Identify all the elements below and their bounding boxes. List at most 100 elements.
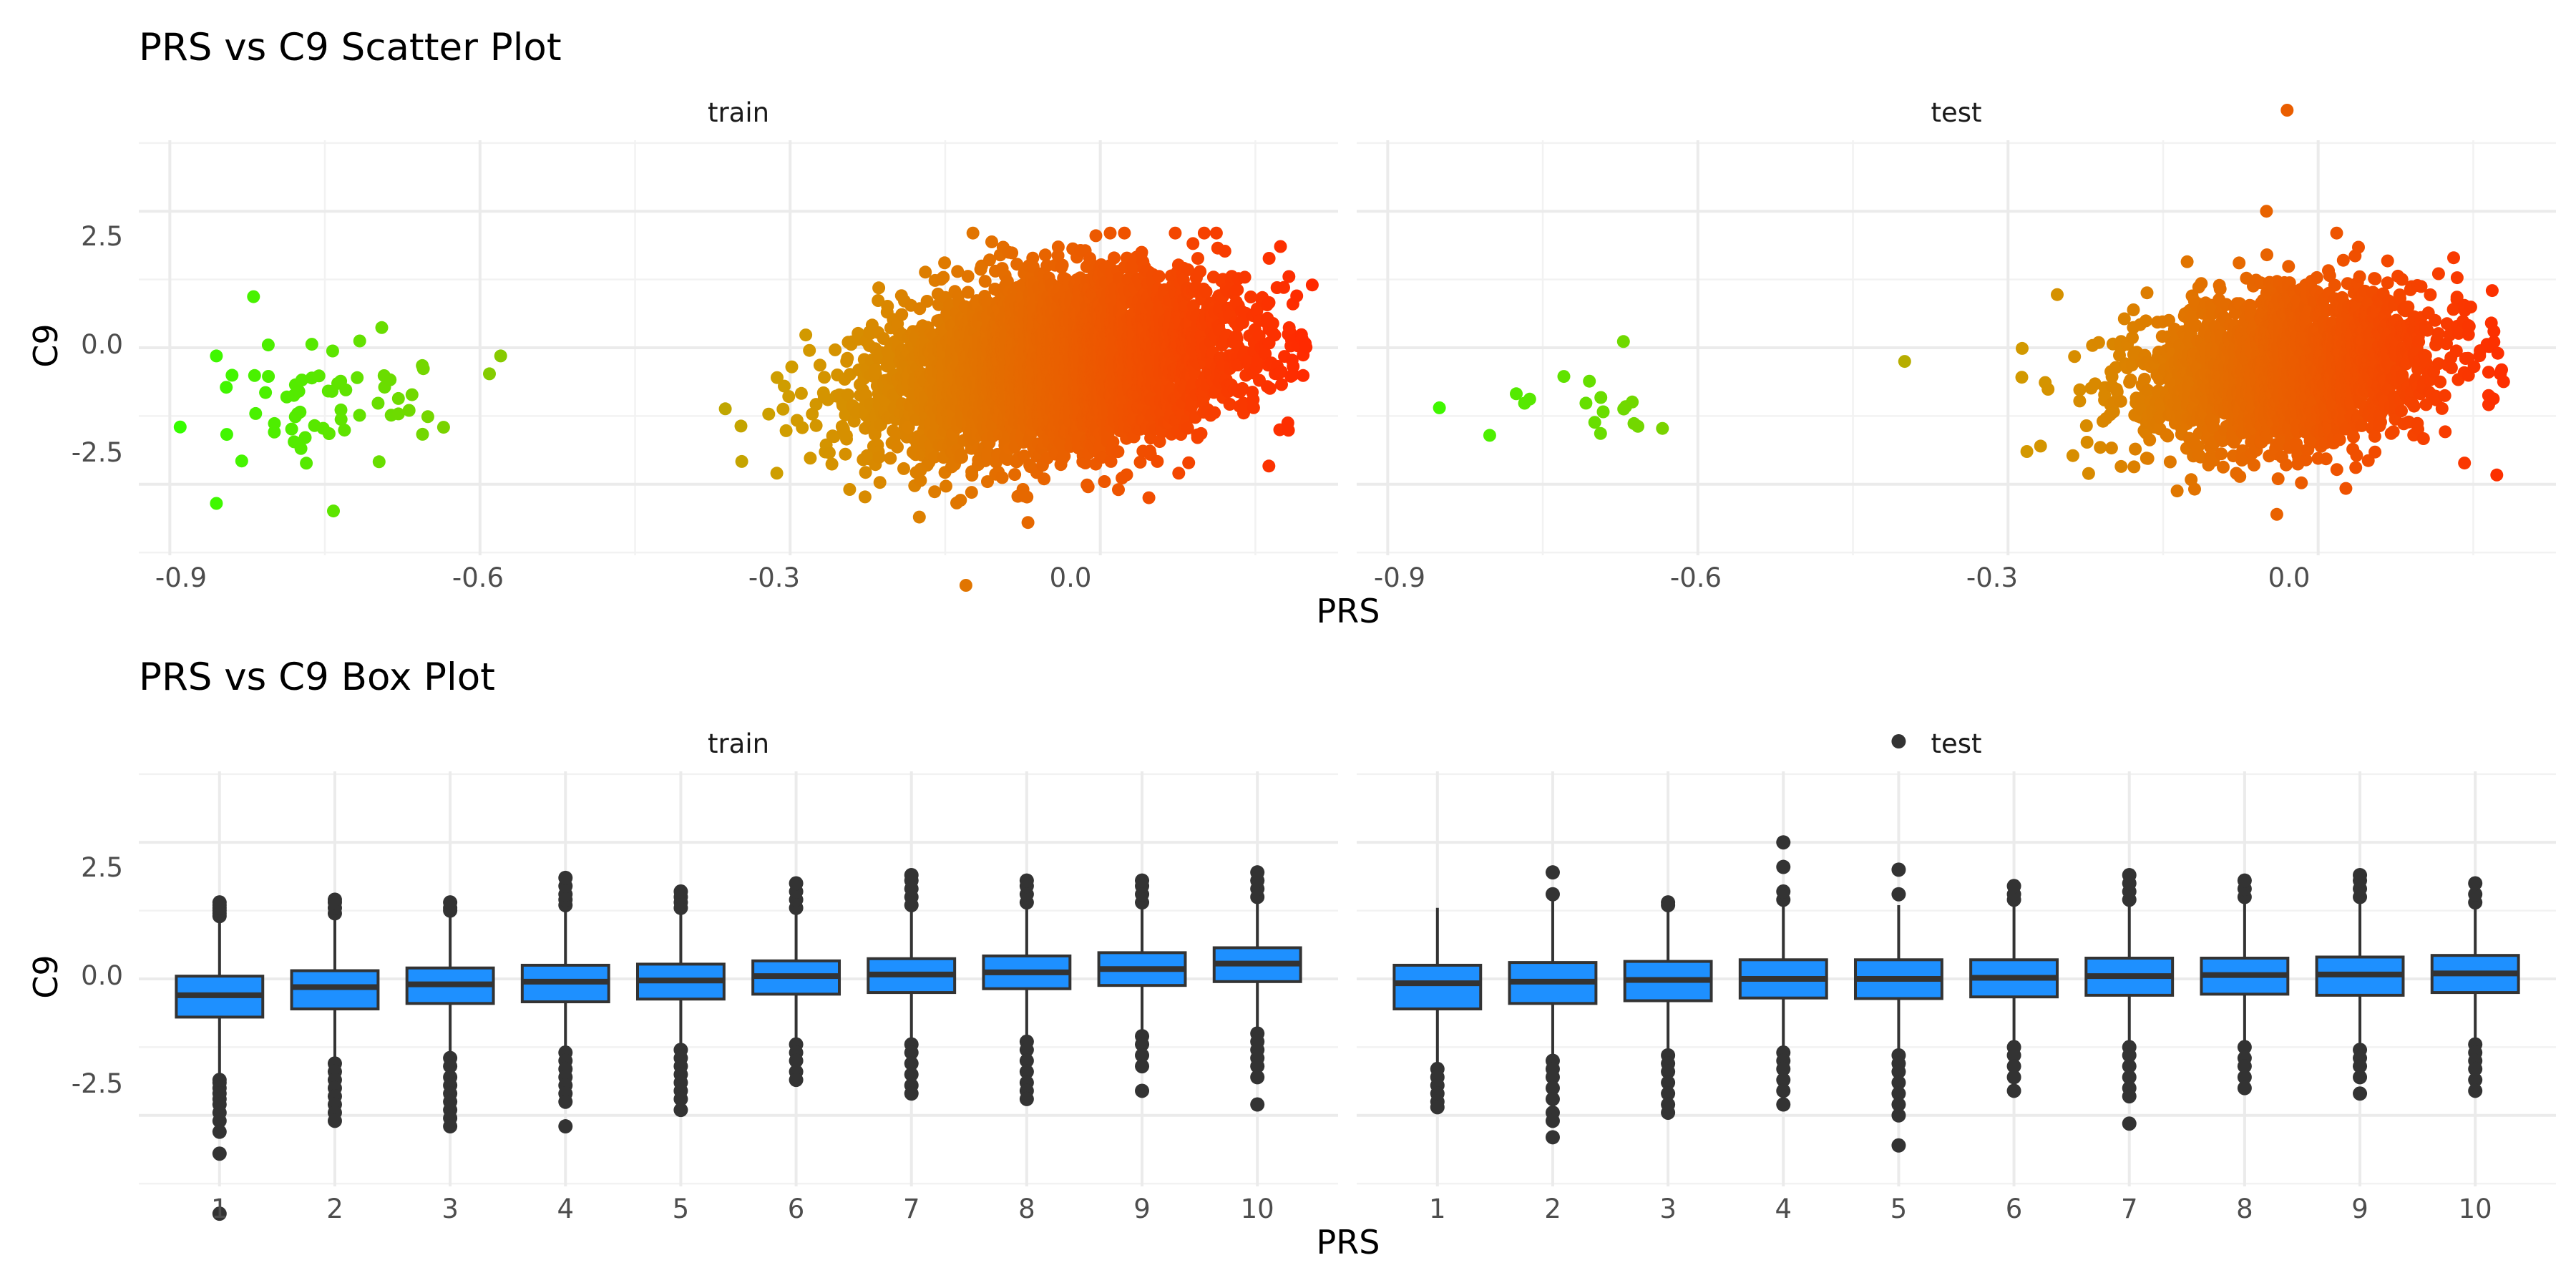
scatter-point [1055,258,1069,272]
scatter-point [247,290,260,303]
scatter-point [293,405,307,419]
scatter-point [961,286,975,299]
scatter-point [2114,459,2128,473]
scatter-point [375,321,389,334]
scatter-point [938,256,952,270]
scatter-point [262,370,275,383]
scatter-point [2020,445,2034,458]
scatter-point [2066,449,2079,462]
scatter-point [2034,439,2047,453]
scatter-point [840,432,853,446]
scatter-point [1021,516,1035,530]
scatter-point [1038,248,1052,262]
scatter-point [334,403,348,416]
scatter-train-points [173,226,1319,592]
scatter-point [912,510,926,524]
scatter-point [2094,441,2107,454]
scatter-point [1152,270,1166,283]
scatter-point [339,383,353,396]
scatter-point [1172,467,1186,480]
scatter-point [841,388,854,401]
scatter-point [920,295,934,308]
scatter-point [1631,419,1644,433]
scatter-point [220,428,233,441]
scatter-point [770,467,784,480]
scatter-plot-title: PRS vs C9 Scatter Plot [139,26,562,69]
scatter-point [220,381,233,394]
scatter-point [2129,442,2142,456]
scatter-point [421,410,434,424]
scatter-point [884,452,897,465]
scatter-point [312,369,326,383]
scatter-point [895,308,909,321]
scatter-point [1557,370,1571,384]
scatter-point [1191,252,1204,265]
scatter-point [1898,355,1911,369]
scatter-point [1118,226,1131,240]
scatter-point [2163,455,2177,469]
scatter-point [300,457,313,470]
scatter-point [2073,383,2087,396]
scatter-point [897,462,910,475]
scatter-strip-test: test [1931,97,1981,128]
scatter-point [1199,285,1213,298]
scatter-point [1209,226,1223,240]
scatter-point [2114,394,2127,408]
scatter-point [1277,280,1290,294]
scatter-point [285,422,298,436]
scatter-point [259,386,273,399]
scatter-point [981,446,995,459]
scatter-point [1120,468,1133,482]
scatter-point [1208,406,1221,419]
scatter-point [326,344,339,358]
scatter-point [334,413,348,426]
scatter-point [353,334,366,348]
scatter-point [965,486,978,499]
scatter-point [1038,472,1051,486]
scatter-point [718,402,732,416]
scatter-point [778,379,791,393]
scatter-point [2073,394,2087,408]
scatter-point [961,270,975,283]
scatter-point [1297,369,1310,382]
scatter-point [771,371,784,384]
scatter-point [1246,401,1260,414]
scatter-point [809,419,823,432]
scatter-point [298,431,312,444]
scatter-point [776,402,790,416]
scatter-point [1282,270,1296,283]
scatter-point [804,452,817,465]
scatter-point [1218,245,1231,258]
scatter-point [951,265,965,278]
scatter-point [327,504,340,518]
scatter-point [2080,436,2094,449]
scatter-point [1616,335,1630,348]
scatter-point [294,441,308,455]
scatter-point [978,275,992,288]
scatter-point [799,328,813,342]
scatter-point [1583,374,1596,388]
scatter-point [794,386,808,400]
scatter-point [371,396,385,410]
scatter-point [338,424,351,437]
scatter-point [985,235,998,248]
scatter-point [1268,328,1282,342]
scatter-point [2016,341,2029,355]
scatter-point [779,424,793,437]
scatter-point [2082,467,2095,480]
scatter-point [292,384,306,398]
scatter-point [2195,277,2208,291]
scatter-point [735,454,748,468]
scatter-point [1299,341,1313,354]
scatter-point [1020,490,1034,504]
scatter-point [1626,395,1639,409]
scatter-point [1103,226,1117,240]
scatter-point [1151,454,1164,468]
scatter-point [937,270,950,284]
scatter-point [2140,286,2154,300]
scatter-point [1081,480,1095,494]
scatter-point [295,374,308,387]
scatter-point [1588,416,1601,429]
scatter-point [483,367,496,381]
scatter-point [235,454,248,468]
